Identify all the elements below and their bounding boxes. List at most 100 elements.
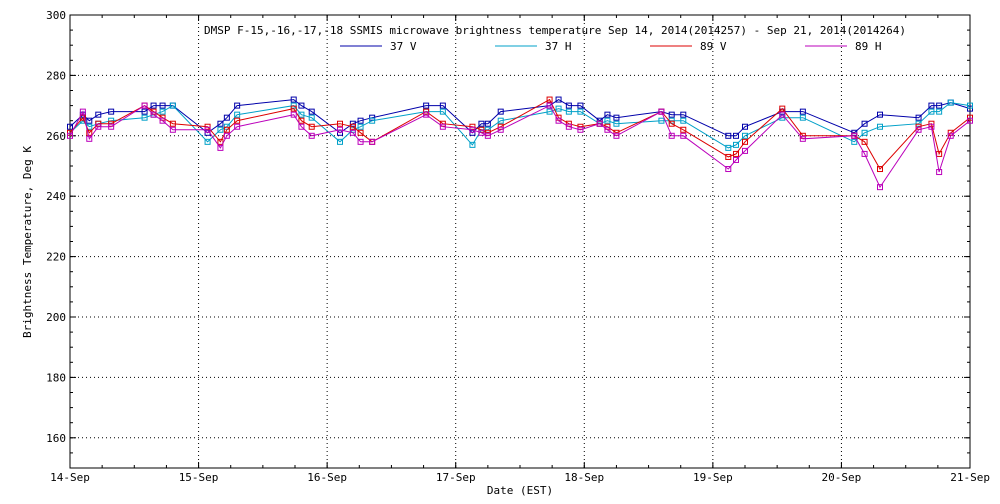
data-point-89-v — [877, 166, 883, 173]
data-point-89-h — [86, 135, 93, 142]
data-point-89-h — [668, 132, 675, 139]
data-point-89-h — [108, 123, 115, 130]
data-point-37-v — [725, 132, 732, 139]
data-point-37-v — [577, 102, 584, 109]
data-point-89-v — [308, 123, 315, 130]
data-point-37-v — [565, 102, 572, 109]
legend-label-37-v: 37 V — [390, 40, 417, 53]
x-tick-label: 20-Sep — [822, 471, 862, 484]
data-point-37-v — [861, 120, 868, 127]
data-point-37-v — [742, 123, 748, 130]
data-point-37-v — [967, 105, 973, 112]
data-point-89-h — [484, 132, 491, 139]
data-point-89-h — [680, 132, 687, 139]
data-point-89-h — [159, 117, 166, 124]
data-point-37-v — [915, 114, 922, 121]
data-point-89-h — [877, 184, 883, 191]
data-point-37-v — [308, 108, 315, 115]
data-point-37-h — [217, 126, 224, 133]
data-point-89-h — [204, 126, 211, 133]
data-point-37-v — [613, 114, 620, 121]
data-point-89-h — [290, 111, 297, 118]
data-point-37-v — [86, 117, 93, 124]
data-point-89-v — [733, 150, 739, 157]
grid-layer — [70, 15, 970, 468]
y-tick-label: 200 — [46, 311, 66, 324]
data-point-37-h — [733, 141, 739, 148]
data-point-89-v — [742, 138, 748, 145]
data-point-37-v — [478, 120, 485, 127]
data-point-89-h — [613, 132, 620, 139]
data-point-37-v — [223, 114, 230, 121]
series-line-89-h — [69, 104, 971, 189]
data-point-89-h — [223, 132, 230, 139]
data-point-37-h — [742, 132, 748, 139]
data-point-89-h — [779, 111, 786, 118]
data-point-89-v — [915, 123, 922, 130]
data-point-89-h — [799, 135, 806, 142]
data-point-37-h — [604, 117, 611, 124]
data-point-89-h — [423, 111, 430, 118]
y-tick-label: 180 — [46, 371, 66, 384]
data-point-89-h — [577, 126, 584, 133]
data-point-37-h — [613, 120, 620, 127]
y-tick-label: 280 — [46, 69, 66, 82]
data-point-89-v — [79, 114, 86, 121]
data-point-37-h — [204, 138, 211, 145]
data-point-89-v — [204, 123, 211, 130]
data-point-37-h — [947, 99, 954, 106]
data-point-37-v — [95, 111, 102, 118]
data-point-89-h — [67, 132, 73, 139]
data-point-37-h — [577, 108, 584, 115]
data-point-89-h — [497, 126, 504, 133]
y-axis-label: Brightness Temperature, Deg K — [21, 146, 34, 338]
data-point-37-h — [877, 123, 883, 130]
data-point-37-v — [423, 102, 430, 109]
data-point-89-v — [936, 150, 943, 157]
x-tick-label: 17-Sep — [436, 471, 476, 484]
data-point-89-h — [915, 126, 922, 133]
data-point-37-h — [851, 138, 858, 145]
data-point-89-v — [169, 120, 176, 127]
data-point-89-v — [290, 105, 297, 112]
data-point-89-h — [369, 138, 376, 145]
data-point-37-v — [369, 114, 376, 121]
data-point-89-v — [86, 129, 93, 136]
data-point-37-h — [369, 117, 376, 124]
data-point-37-h — [234, 111, 241, 118]
data-point-89-v — [298, 117, 305, 124]
data-point-89-h — [546, 102, 553, 109]
data-point-89-h — [469, 126, 476, 133]
data-point-89-v — [546, 96, 553, 103]
data-point-37-v — [217, 120, 224, 127]
data-point-89-h — [967, 117, 973, 124]
data-point-89-v — [725, 153, 732, 160]
data-point-89-h — [604, 126, 611, 133]
data-point-89-h — [337, 126, 343, 133]
data-point-89-h — [234, 123, 241, 130]
axes: 160 180 200 220 240 260 280 300 14-Sep 15-Sep 16-S… — [46, 9, 990, 484]
data-point-37-h — [298, 111, 305, 118]
y-tick-label: 300 — [46, 9, 66, 22]
data-point-89-v — [861, 138, 868, 145]
data-point-37-v — [680, 111, 687, 118]
data-point-89-v — [357, 129, 364, 136]
data-point-37-h — [546, 108, 553, 115]
x-tick-label: 16-Sep — [307, 471, 347, 484]
data-point-37-v — [439, 102, 446, 109]
data-point-89-v — [779, 105, 786, 112]
data-point-37-v — [290, 96, 297, 103]
data-point-89-v — [668, 120, 675, 127]
data-point-89-v — [478, 126, 485, 133]
data-point-37-h — [861, 129, 868, 136]
x-tick-label: 21-Sep — [950, 471, 990, 484]
data-point-89-h — [928, 123, 935, 130]
data-point-37-h — [141, 114, 148, 121]
data-point-89-h — [349, 129, 356, 136]
data-point-89-h — [439, 123, 446, 130]
data-point-37-v — [357, 117, 364, 124]
x-tick-label: 15-Sep — [179, 471, 219, 484]
series-layer — [67, 96, 973, 191]
